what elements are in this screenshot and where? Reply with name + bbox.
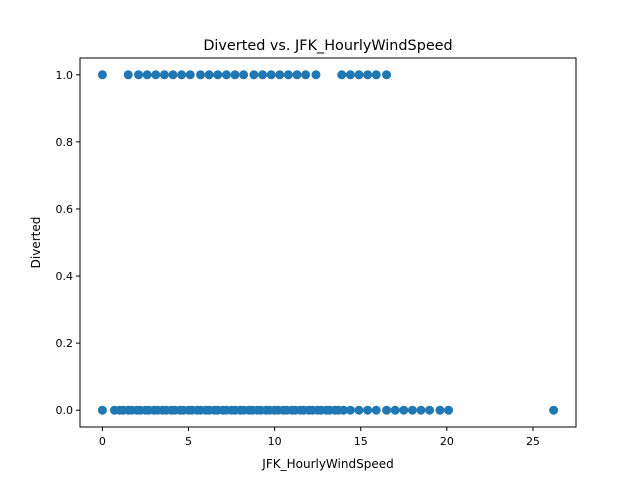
data-point [345, 70, 355, 80]
data-point [416, 405, 426, 415]
data-point [123, 70, 133, 80]
x-tick-label: 15 [354, 435, 368, 448]
x-axis: 0 5 10 15 20 25 [99, 427, 540, 448]
y-tick-label: 0.4 [56, 270, 74, 283]
data-point [549, 405, 559, 415]
data-point [142, 70, 152, 80]
data-point [382, 405, 392, 415]
x-tick-label: 25 [526, 435, 540, 448]
data-point [444, 405, 454, 415]
data-point [339, 405, 348, 415]
data-point [134, 70, 144, 80]
data-point [196, 70, 206, 80]
data-point [97, 70, 107, 80]
chart-title: Diverted vs. JFK_HourlyWindSpeed [203, 38, 452, 54]
y-axis: 0.0 0.2 0.4 0.6 0.8 1.0 [56, 69, 80, 417]
y-tick-label: 0.6 [56, 203, 74, 216]
y-tick-label: 0.8 [56, 136, 74, 149]
data-point [345, 405, 355, 415]
data-point [159, 70, 169, 80]
data-point [177, 70, 187, 80]
data-point [371, 70, 381, 80]
data-point [185, 70, 195, 80]
data-point [337, 70, 347, 80]
data-point [266, 70, 276, 80]
data-point [354, 405, 364, 415]
data-point [97, 405, 107, 415]
data-point [275, 70, 285, 80]
data-point [230, 70, 240, 80]
plot-area-frame [79, 57, 577, 428]
data-point [354, 70, 364, 80]
data-point [399, 405, 409, 415]
x-tick-label: 10 [268, 435, 282, 448]
y-tick-label: 1.0 [56, 69, 74, 82]
y-axis-label: Diverted [29, 217, 43, 269]
data-point [382, 70, 392, 80]
data-point [371, 405, 381, 415]
x-tick-label: 20 [440, 435, 454, 448]
data-point [249, 70, 259, 80]
data-point [221, 70, 231, 80]
x-tick-label: 5 [185, 435, 192, 448]
y-tick-label: 0.2 [56, 337, 74, 350]
data-point [311, 70, 321, 80]
data-point [213, 70, 223, 80]
data-point [363, 405, 373, 415]
data-point [239, 70, 249, 80]
x-tick-label: 0 [99, 435, 106, 448]
data-point [292, 70, 302, 80]
x-axis-label: JFK_HourlyWindSpeed [261, 457, 393, 471]
data-point [258, 70, 268, 80]
data-point [151, 70, 161, 80]
data-point [168, 70, 178, 80]
data-points [97, 70, 559, 415]
data-point [363, 70, 373, 80]
data-point [283, 70, 293, 80]
data-point [301, 70, 311, 80]
data-point [390, 405, 400, 415]
data-point [425, 405, 435, 415]
data-point [407, 405, 417, 415]
data-point [435, 405, 445, 415]
data-point [204, 70, 214, 80]
y-tick-label: 0.0 [56, 404, 74, 417]
